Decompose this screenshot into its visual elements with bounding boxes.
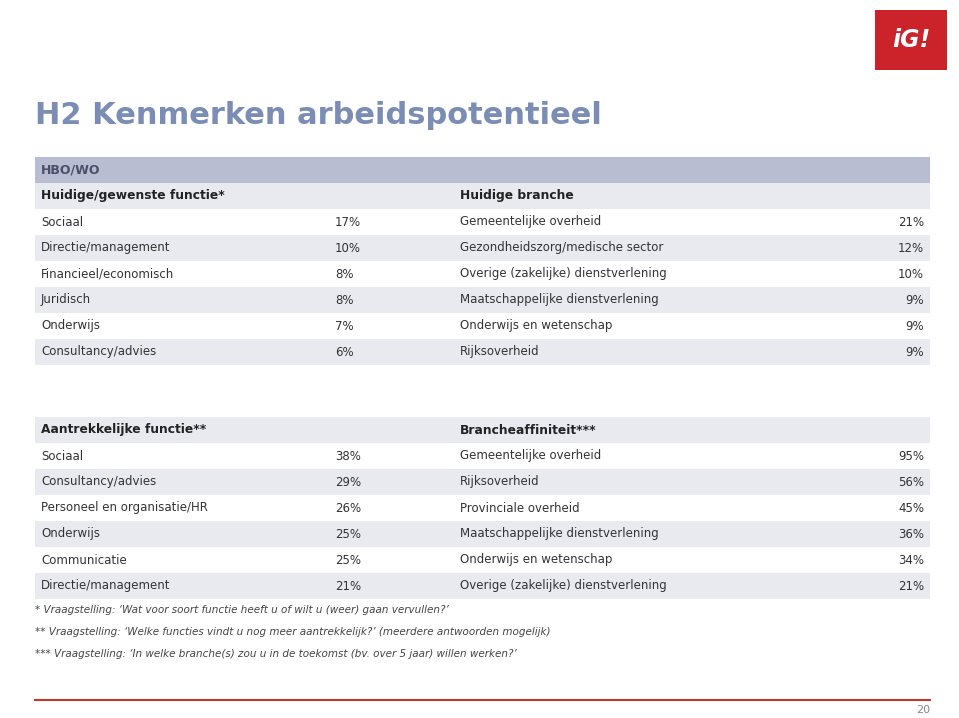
Text: Brancheaffiniteit***: Brancheaffiniteit*** <box>460 424 596 437</box>
Text: Overige (zakelijke) dienstverlening: Overige (zakelijke) dienstverlening <box>460 579 667 592</box>
Text: Aantrekkelijke functie**: Aantrekkelijke functie** <box>41 424 206 437</box>
Text: Consultancy/advies: Consultancy/advies <box>41 345 156 358</box>
Text: 6%: 6% <box>335 345 354 358</box>
Text: Onderwijs en wetenschap: Onderwijs en wetenschap <box>460 554 613 567</box>
Text: Consultancy/advies: Consultancy/advies <box>41 475 156 488</box>
Text: 7%: 7% <box>335 320 354 332</box>
Text: Maatschappelijke dienstverlening: Maatschappelijke dienstverlening <box>460 528 659 541</box>
Bar <box>35 313 930 339</box>
Text: Communicatie: Communicatie <box>41 554 127 567</box>
Text: Gemeentelijke overheid: Gemeentelijke overheid <box>460 215 601 228</box>
Bar <box>35 443 930 469</box>
Text: Huidige/gewenste functie*: Huidige/gewenste functie* <box>41 190 224 202</box>
Bar <box>35 521 930 547</box>
Text: 8%: 8% <box>335 294 354 307</box>
Text: 26%: 26% <box>335 501 362 515</box>
Text: 10%: 10% <box>898 268 924 281</box>
Text: *** Vraagstelling: ‘In welke branche(s) zou u in de toekomst (bv. over 5 jaar) w: *** Vraagstelling: ‘In welke branche(s) … <box>35 649 517 659</box>
Bar <box>35 339 930 365</box>
Text: Sociaal: Sociaal <box>41 449 83 462</box>
Text: 21%: 21% <box>898 215 924 228</box>
Text: 9%: 9% <box>905 294 924 307</box>
Bar <box>35 495 930 521</box>
Text: iG!: iG! <box>892 28 930 52</box>
Bar <box>35 469 930 495</box>
Bar <box>35 365 930 417</box>
Text: Overige (zakelijke) dienstverlening: Overige (zakelijke) dienstverlening <box>460 268 667 281</box>
Text: Personeel en organisatie/HR: Personeel en organisatie/HR <box>41 501 208 515</box>
Text: H2 Kenmerken arbeidspotentieel: H2 Kenmerken arbeidspotentieel <box>35 101 602 129</box>
Bar <box>35 209 930 235</box>
Text: Rijksoverheid: Rijksoverheid <box>460 475 540 488</box>
Bar <box>35 157 930 183</box>
Bar <box>35 261 930 287</box>
Text: 20: 20 <box>916 705 930 715</box>
Text: Gezondheidszorg/medische sector: Gezondheidszorg/medische sector <box>460 241 664 254</box>
Text: 36%: 36% <box>898 528 924 541</box>
Text: Maatschappelijke dienstverlening: Maatschappelijke dienstverlening <box>460 294 659 307</box>
Text: 8%: 8% <box>335 268 354 281</box>
Text: ** Vraagstelling: ‘Welke functies vindt u nog meer aantrekkelijk?’ (meerdere ant: ** Vraagstelling: ‘Welke functies vindt … <box>35 627 550 637</box>
Text: 45%: 45% <box>898 501 924 515</box>
Text: Financieel/economisch: Financieel/economisch <box>41 268 175 281</box>
Text: Gemeentelijke overheid: Gemeentelijke overheid <box>460 449 601 462</box>
Bar <box>35 287 930 313</box>
Bar <box>35 547 930 573</box>
Text: 12%: 12% <box>898 241 924 254</box>
Text: Onderwijs: Onderwijs <box>41 528 100 541</box>
Text: Juridisch: Juridisch <box>41 294 91 307</box>
Bar <box>875 10 947 70</box>
Bar <box>35 573 930 599</box>
Text: 34%: 34% <box>898 554 924 567</box>
Text: Sociaal: Sociaal <box>41 215 83 228</box>
Text: Onderwijs: Onderwijs <box>41 320 100 332</box>
Bar <box>35 235 930 261</box>
Text: Rijksoverheid: Rijksoverheid <box>460 345 540 358</box>
Bar <box>35 183 930 209</box>
Text: 10%: 10% <box>335 241 361 254</box>
Text: 9%: 9% <box>905 345 924 358</box>
Text: 29%: 29% <box>335 475 362 488</box>
Text: 17%: 17% <box>335 215 362 228</box>
Text: 25%: 25% <box>335 528 361 541</box>
Text: Directie/management: Directie/management <box>41 579 171 592</box>
Text: 9%: 9% <box>905 320 924 332</box>
Text: 21%: 21% <box>898 579 924 592</box>
Text: 25%: 25% <box>335 554 361 567</box>
Text: 56%: 56% <box>898 475 924 488</box>
Text: 38%: 38% <box>335 449 361 462</box>
Text: HBO/WO: HBO/WO <box>41 164 101 177</box>
Text: Huidige branche: Huidige branche <box>460 190 573 202</box>
Bar <box>35 417 930 443</box>
Text: Provinciale overheid: Provinciale overheid <box>460 501 579 515</box>
Text: 21%: 21% <box>335 579 362 592</box>
Text: Onderwijs en wetenschap: Onderwijs en wetenschap <box>460 320 613 332</box>
Text: 95%: 95% <box>898 449 924 462</box>
Text: * Vraagstelling: ‘Wat voor soort functie heeft u of wilt u (weer) gaan vervullen: * Vraagstelling: ‘Wat voor soort functie… <box>35 605 449 615</box>
Text: Directie/management: Directie/management <box>41 241 171 254</box>
